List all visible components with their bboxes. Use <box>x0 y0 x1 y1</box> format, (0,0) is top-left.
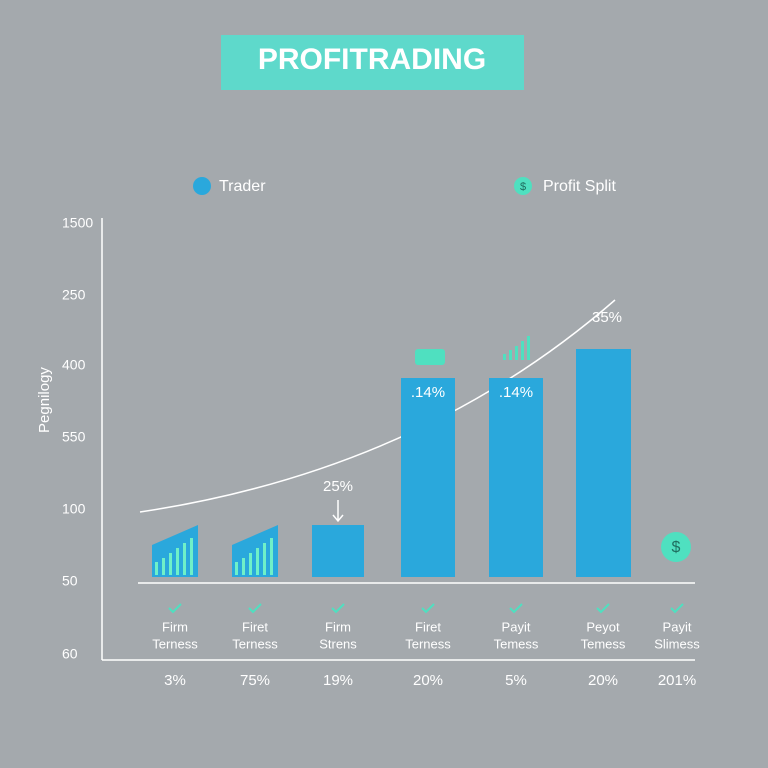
sparkbars <box>155 538 273 575</box>
bar-label: .14% <box>499 384 533 401</box>
column-percent: 20% <box>413 672 443 689</box>
dollar-sign: $ <box>672 539 681 556</box>
title-box <box>221 35 524 90</box>
column-percent: 19% <box>323 672 353 689</box>
check-icon <box>596 603 610 614</box>
bar-label: 35% <box>592 309 622 326</box>
dollar-icon <box>661 532 691 562</box>
check-icon <box>248 603 262 614</box>
y-label: 50 <box>62 573 78 589</box>
column-percent: 5% <box>505 672 527 689</box>
arrow <box>332 500 344 523</box>
column-label: Temess <box>494 636 539 651</box>
legend-marker <box>193 177 211 195</box>
check-icon <box>509 603 523 614</box>
column-label: Firet <box>415 619 441 634</box>
column-label: Terness <box>152 636 198 651</box>
growth-icon <box>503 336 530 360</box>
check-icon <box>168 603 182 614</box>
trend-curve <box>139 299 616 513</box>
bar <box>312 525 364 577</box>
column-percent: 3% <box>164 672 186 689</box>
y-label: 250 <box>62 287 86 303</box>
y-label: 60 <box>62 646 78 662</box>
column-label: Payit <box>502 619 531 634</box>
legend-label: Profit Split <box>543 178 616 195</box>
column-label: Temess <box>581 636 626 651</box>
column-label: Peyot <box>586 619 620 634</box>
column-label: Slimess <box>654 636 700 651</box>
bar-label: 25% <box>323 478 353 495</box>
title: PROFITRADING <box>258 43 486 76</box>
column-percent: 75% <box>240 672 270 689</box>
legend-label: Trader <box>219 178 266 195</box>
column-label: Strens <box>319 636 357 651</box>
legend-marker <box>514 177 532 195</box>
y-label: 1500 <box>62 215 93 231</box>
column-label: Terness <box>232 636 278 651</box>
bar <box>489 378 543 577</box>
column-label: Payit <box>663 619 692 634</box>
column-label: Firet <box>242 619 268 634</box>
check-icon <box>331 603 345 614</box>
check-icon <box>421 603 435 614</box>
column-percent: 201% <box>658 672 696 689</box>
bar-label: .14% <box>411 384 445 401</box>
legend-icon: $ <box>520 181 526 193</box>
column-label: Terness <box>405 636 451 651</box>
y-label: 550 <box>62 429 86 445</box>
column-label: Firm <box>325 619 351 634</box>
y-axis-title: Pegnilogy <box>36 367 53 433</box>
y-label: 100 <box>62 501 86 517</box>
y-label: 400 <box>62 357 86 373</box>
bar <box>576 349 631 577</box>
check-icon <box>670 603 684 614</box>
column-percent: 20% <box>588 672 618 689</box>
bar <box>401 378 455 577</box>
wallet-icon <box>415 349 445 365</box>
column-label: Firm <box>162 619 188 634</box>
